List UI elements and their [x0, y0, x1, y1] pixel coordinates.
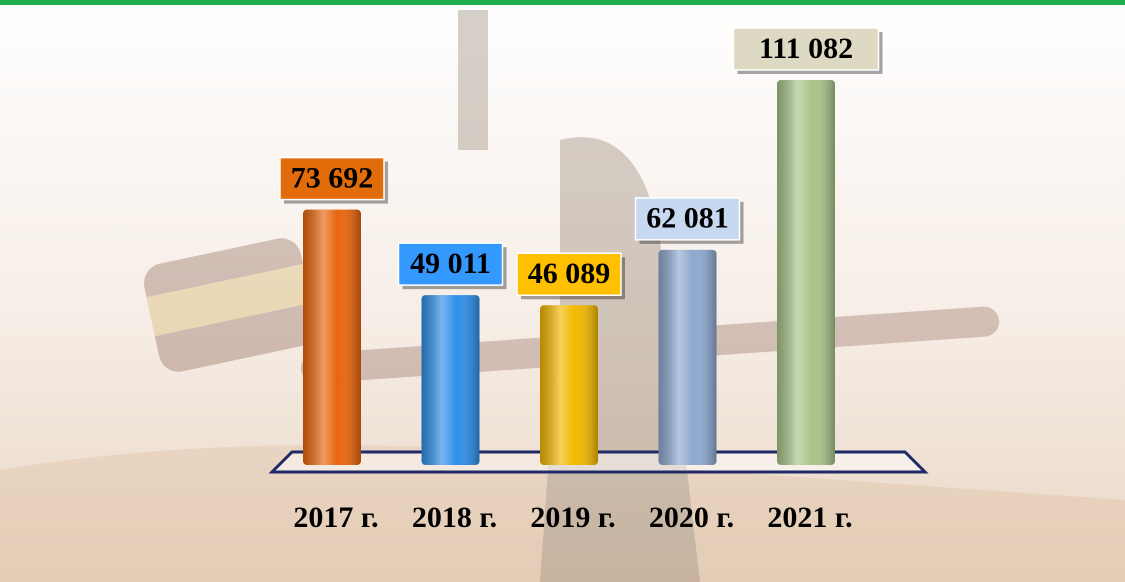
- x-tick-label: 2018 г.: [412, 501, 497, 534]
- top-border: [0, 0, 1125, 5]
- value-label: 62 081: [646, 202, 729, 235]
- value-label: 73 692: [291, 161, 374, 194]
- value-label-box: [732, 27, 880, 71]
- bar-shade: [540, 305, 598, 465]
- x-tick-label: 2020 г.: [649, 501, 734, 534]
- x-tick-label: 2017 г.: [293, 501, 378, 534]
- value-label-box: [279, 156, 385, 201]
- bar-shade: [421, 295, 480, 465]
- bar-shade: [777, 80, 835, 465]
- bar-shade: [658, 249, 717, 465]
- value-label: 49 011: [410, 247, 491, 280]
- value-label-box: [516, 252, 622, 297]
- bar-shade: [303, 209, 361, 465]
- x-tick-label: 2021 г.: [767, 501, 852, 534]
- value-label-box: [634, 197, 741, 241]
- x-tick-label: 2019 г.: [530, 501, 615, 534]
- value-label: 111 082: [759, 32, 853, 65]
- value-label-box: [397, 242, 504, 286]
- value-label: 46 089: [528, 257, 611, 290]
